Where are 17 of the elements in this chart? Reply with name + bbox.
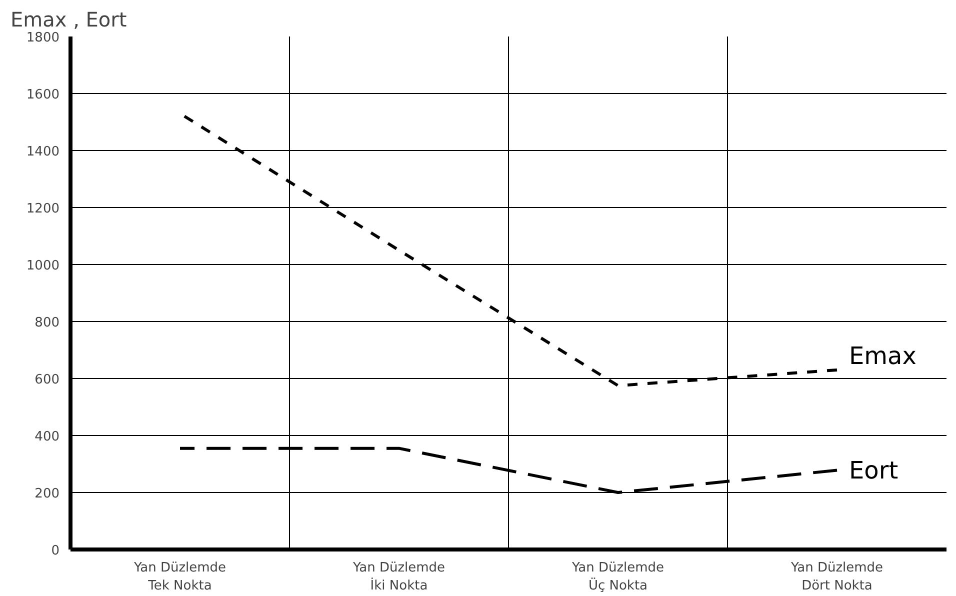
x-tick-label: Yan Düzlemde Üç Nokta xyxy=(570,560,664,594)
y-tick-label: 1400 xyxy=(26,144,60,160)
x-tick-label: Yan Düzlemde İki Nokta xyxy=(352,560,446,594)
y-tick-label: 1000 xyxy=(26,258,60,274)
y-axis-title: Emax , Eort xyxy=(10,8,127,32)
y-tick-label: 800 xyxy=(34,316,60,330)
x-tick-label: Yan Düzlemde Tek Nokta xyxy=(132,560,226,594)
y-tick-label: 1600 xyxy=(26,88,60,102)
y-tick-label: 400 xyxy=(34,430,60,444)
x-tick-label: Yan Düzlemde Dört Nokta xyxy=(790,560,884,594)
y-tick-label: 0 xyxy=(51,544,60,558)
y-tick-label: 200 xyxy=(34,486,60,502)
y-tick-label: 1800 xyxy=(26,30,60,46)
series-label: Eort xyxy=(849,456,898,484)
series-label: Emax xyxy=(849,342,916,370)
y-tick-label: 600 xyxy=(34,372,60,388)
y-tick-label: 1200 xyxy=(26,202,60,216)
